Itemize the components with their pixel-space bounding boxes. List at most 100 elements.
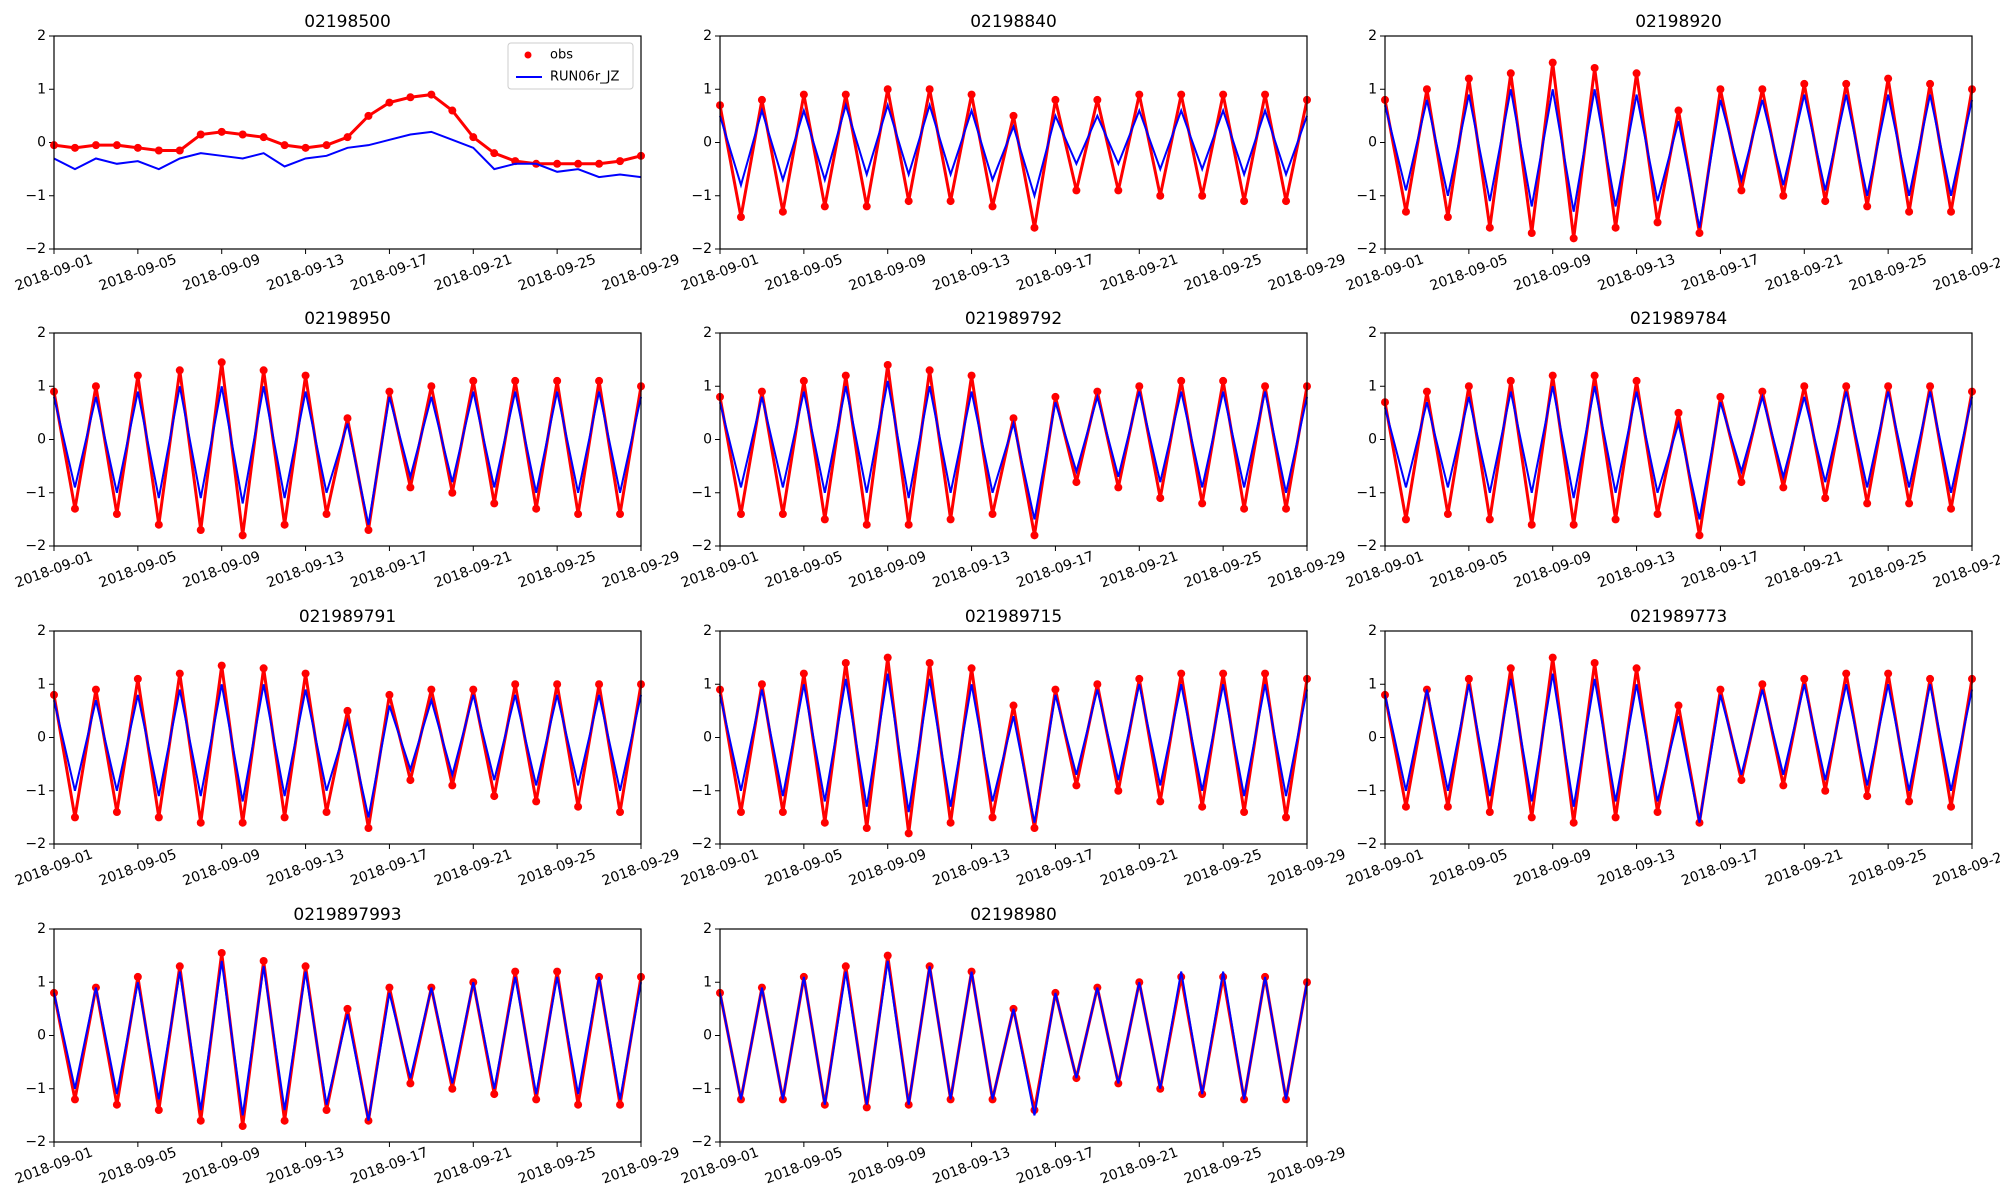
y-tick-label: −2 [1356,836,1377,852]
obs-point [175,146,184,155]
obs-point [1737,478,1746,487]
subplot-title: 021989715 [965,607,1062,627]
obs-point [946,515,955,524]
obs-point [196,1116,205,1125]
obs-point [322,808,331,817]
obs-point [1261,669,1270,678]
obs-point [1261,90,1270,99]
obs-point [1401,515,1410,524]
y-tick-label: −2 [691,538,712,554]
x-tick-label: 2018-09-13 [931,549,1013,592]
x-tick-label: 2018-09-21 [1763,847,1845,890]
y-tick-label: −1 [1356,783,1377,799]
y-tick-label: 2 [37,28,46,44]
obs-point [1905,499,1914,508]
model-line [719,960,1308,1116]
obs-point [778,808,787,817]
obs-point [112,141,121,150]
obs-point [259,664,268,673]
obs-point [1219,90,1228,99]
obs-point [1135,674,1144,683]
obs-point [616,808,625,817]
obs-line [1383,657,1974,823]
x-tick-label: 2018-09-29 [1931,549,2000,592]
x-tick-label: 2018-09-17 [1014,252,1096,295]
obs-point [883,85,892,94]
obs-point [322,510,331,519]
x-tick-label: 2018-09-29 [600,549,682,592]
x-tick-label: 2018-09-17 [1679,252,1761,295]
obs-point [301,371,310,380]
model-line [1384,386,1973,520]
obs-point [469,133,478,142]
x-tick-label: 2018-09-29 [600,1145,682,1188]
obs-point [967,664,976,673]
obs-point [820,202,829,211]
obs-point [196,526,205,535]
obs-point [1905,797,1914,806]
y-tick-label: 0 [1368,432,1377,448]
obs-point [112,808,121,817]
subplot-title: 02198980 [970,905,1057,925]
x-tick-label: 2018-09-09 [1512,549,1594,592]
obs-point [1884,382,1893,391]
obs-point [1863,202,1872,211]
x-tick-label: 2018-09-25 [1182,1145,1264,1188]
y-tick-label: −2 [1356,241,1377,257]
obs-point [778,510,787,519]
y-tick-label: 1 [37,378,46,394]
obs-point [1135,90,1144,99]
obs-point [1177,376,1186,385]
obs-point [364,824,373,833]
y-tick-label: 0 [703,432,712,448]
obs-line [52,665,643,829]
x-tick-label: 2018-09-25 [516,252,598,295]
obs-point [427,382,436,391]
y-tick-label: −1 [25,1081,46,1097]
y-tick-label: 2 [1368,325,1377,341]
x-tick-label: 2018-09-05 [1428,847,1510,890]
obs-point [1884,74,1893,83]
model-line [719,673,1308,823]
obs-point [301,143,310,152]
obs-point [1443,802,1452,811]
x-tick-label: 2018-09-13 [265,252,347,295]
x-tick-label: 2018-09-05 [1428,252,1510,295]
obs-point [595,680,604,689]
obs-point [1758,680,1767,689]
obs-point [904,829,913,838]
y-tick-label: 2 [37,325,46,341]
obs-point [1093,387,1102,396]
x-tick-label: 2018-09-17 [1679,847,1761,890]
obs-point [91,141,100,150]
obs-point [1800,674,1809,683]
subplot-title: 021989773 [1630,607,1727,627]
obs-point [616,510,625,519]
x-tick-label: 2018-09-01 [1344,549,1426,592]
x-tick-label: 2018-09-17 [1014,549,1096,592]
obs-point [946,818,955,827]
obs-point [490,149,499,158]
obs-point [364,111,373,120]
x-tick-label: 2018-09-01 [13,847,95,890]
obs-point [1527,813,1536,822]
obs-point [1114,483,1123,492]
obs-point [133,674,142,683]
obs-line [718,88,1309,228]
obs-point [70,813,79,822]
obs-point [238,130,247,139]
x-tick-label: 2018-09-29 [1931,847,2000,890]
obs-point [736,213,745,222]
obs-point [154,1106,163,1115]
obs-point [1072,781,1081,790]
x-tick-label: 2018-09-21 [1098,1145,1180,1188]
obs-point [967,90,976,99]
y-tick-label: 0 [37,1028,46,1044]
x-tick-label: 2018-09-21 [1763,549,1845,592]
y-tick-label: −2 [691,241,712,257]
obs-point [1590,658,1599,667]
obs-point [532,797,541,806]
